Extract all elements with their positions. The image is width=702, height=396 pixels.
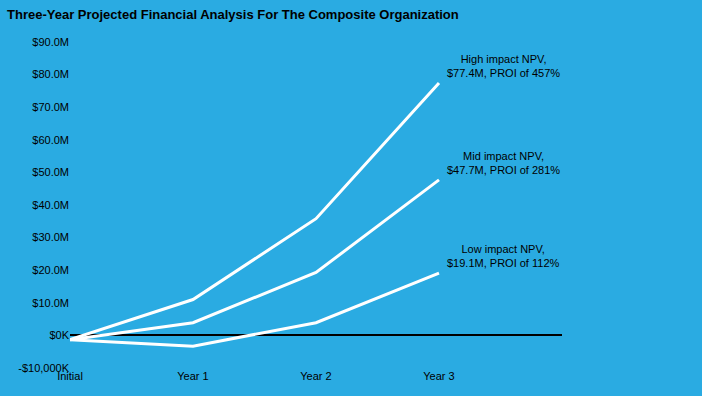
svg-text:$40.0M: $40.0M	[32, 199, 69, 211]
svg-text:High impact NPV,$77.4M, PROI o: High impact NPV,$77.4M, PROI of 457%	[447, 53, 560, 79]
svg-text:$70.0M: $70.0M	[32, 101, 69, 113]
svg-text:$10.0M: $10.0M	[32, 297, 69, 309]
svg-text:Year 2: Year 2	[300, 370, 331, 382]
svg-text:$0K: $0K	[49, 329, 69, 341]
svg-text:$90.0M: $90.0M	[32, 36, 69, 48]
svg-text:Year 3: Year 3	[423, 370, 454, 382]
svg-text:$50.0M: $50.0M	[32, 166, 69, 178]
svg-text:Year 1: Year 1	[177, 370, 208, 382]
svg-text:Mid impact NPV,$47.7M, PROI of: Mid impact NPV,$47.7M, PROI of 281%	[447, 150, 560, 176]
svg-text:$80.0M: $80.0M	[32, 68, 69, 80]
svg-text:Low impact NPV,$19.1M, PROI of: Low impact NPV,$19.1M, PROI of 112%	[447, 243, 560, 269]
svg-text:$30.0M: $30.0M	[32, 231, 69, 243]
svg-text:-$10,000K: -$10,000K	[18, 362, 69, 374]
svg-text:$20.0M: $20.0M	[32, 264, 69, 276]
svg-text:$60.0M: $60.0M	[32, 134, 69, 146]
svg-text:Initial: Initial	[57, 370, 83, 382]
svg-text:Three-Year Projected Financial: Three-Year Projected Financial Analysis …	[7, 7, 459, 22]
